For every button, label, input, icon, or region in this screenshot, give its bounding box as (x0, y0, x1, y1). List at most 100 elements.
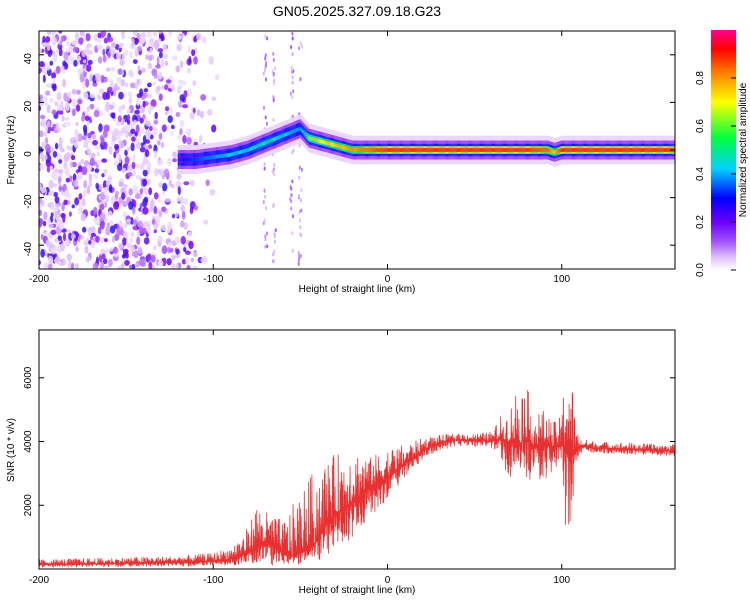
colorbar-tick-label: 0.8 (695, 71, 706, 85)
ridge-band (403, 148, 406, 152)
noise-speckle (191, 49, 196, 57)
noise-speckle (142, 178, 148, 187)
noise-speckle (99, 221, 105, 230)
ridge-band (587, 148, 590, 152)
noise-speckle (124, 259, 130, 266)
noise-speckle (39, 67, 42, 74)
noise-speckle (57, 169, 64, 174)
noise-speckle (161, 206, 167, 212)
noise-speckle (265, 121, 268, 126)
noise-speckle (46, 43, 51, 51)
ridge-band (661, 148, 664, 152)
noise-speckle (39, 105, 42, 112)
ridge-band (251, 146, 253, 151)
noise-speckle (84, 115, 90, 122)
noise-speckle (130, 216, 134, 225)
ridge-band (323, 140, 325, 144)
ridge-band (248, 147, 251, 152)
noise-speckle (188, 56, 192, 64)
ridge-band (465, 148, 468, 152)
noise-speckle (46, 31, 52, 35)
noise-speckle (109, 79, 114, 84)
noise-speckle (66, 48, 71, 53)
noise-speckle (61, 202, 65, 212)
ridge-band (421, 148, 424, 152)
ridge-band (662, 148, 665, 152)
noise-speckle (45, 239, 50, 247)
ridge-band (217, 154, 220, 159)
ridge-band (578, 148, 580, 152)
ridge-band (406, 148, 409, 152)
noise-speckle (290, 199, 293, 204)
ridge-band (455, 148, 458, 152)
noise-speckle (101, 158, 108, 163)
noise-speckle (274, 228, 277, 233)
noise-speckle (47, 255, 54, 264)
ridge-band (209, 155, 211, 160)
ridge-band (236, 151, 239, 155)
ridge-band (326, 141, 329, 145)
noise-speckle (135, 97, 141, 106)
noise-speckle (95, 182, 99, 190)
ridge-band (483, 148, 485, 152)
noise-speckle (87, 50, 93, 55)
noise-speckle (126, 119, 131, 125)
noise-speckle (272, 94, 275, 99)
noise-speckle (299, 233, 302, 238)
ridge-band (493, 148, 496, 152)
noise-speckle (88, 229, 92, 237)
noise-speckle (135, 174, 142, 180)
spectrogram-y-label: Frequency (Hz) (6, 116, 17, 185)
ridge-band (649, 148, 652, 152)
noise-speckle (79, 31, 84, 36)
ridge-band (422, 148, 425, 152)
noise-speckle (98, 110, 104, 118)
noise-speckle (39, 164, 45, 170)
noise-speckle (273, 239, 276, 244)
ridge-band (379, 148, 382, 152)
noise-speckle (77, 165, 83, 173)
ridge-band (602, 148, 605, 152)
noise-speckle (172, 158, 178, 163)
noise-speckle (87, 132, 92, 139)
noise-speckle (117, 265, 124, 269)
noise-speckle (266, 36, 269, 41)
noise-speckle (45, 90, 51, 96)
ridge-band (456, 148, 459, 152)
noise-speckle (147, 161, 152, 170)
noise-speckle (143, 237, 150, 245)
ridge-band (656, 148, 659, 152)
ridge-band (278, 135, 280, 140)
ridge-band (634, 148, 637, 152)
ridge-band (436, 148, 438, 152)
noise-speckle (148, 54, 153, 62)
ridge-band (557, 149, 560, 154)
noise-speckle (63, 116, 70, 121)
ridge-band (665, 148, 667, 152)
noise-speckle (59, 100, 64, 109)
noise-speckle (262, 200, 265, 205)
ridge-band (637, 148, 640, 152)
ridge-band (521, 148, 524, 152)
noise-speckle (153, 168, 159, 177)
noise-speckle (140, 259, 147, 267)
ridge-band (276, 136, 278, 141)
ridge-band (589, 148, 592, 152)
noise-speckle (142, 114, 146, 120)
noise-speckle (193, 56, 198, 65)
noise-speckle (147, 106, 152, 115)
noise-speckle (147, 253, 152, 262)
noise-speckle (273, 78, 275, 83)
noise-speckle (175, 65, 181, 73)
noise-speckle (185, 256, 189, 265)
noise-speckle (107, 36, 114, 43)
ridge-band (570, 148, 573, 152)
noise-speckle (147, 93, 153, 99)
noise-speckle (110, 112, 115, 118)
noise-speckle (134, 37, 140, 44)
noise-speckle (142, 206, 149, 215)
noise-speckle (290, 193, 293, 198)
noise-speckle (109, 247, 114, 252)
noise-speckle (71, 98, 77, 108)
